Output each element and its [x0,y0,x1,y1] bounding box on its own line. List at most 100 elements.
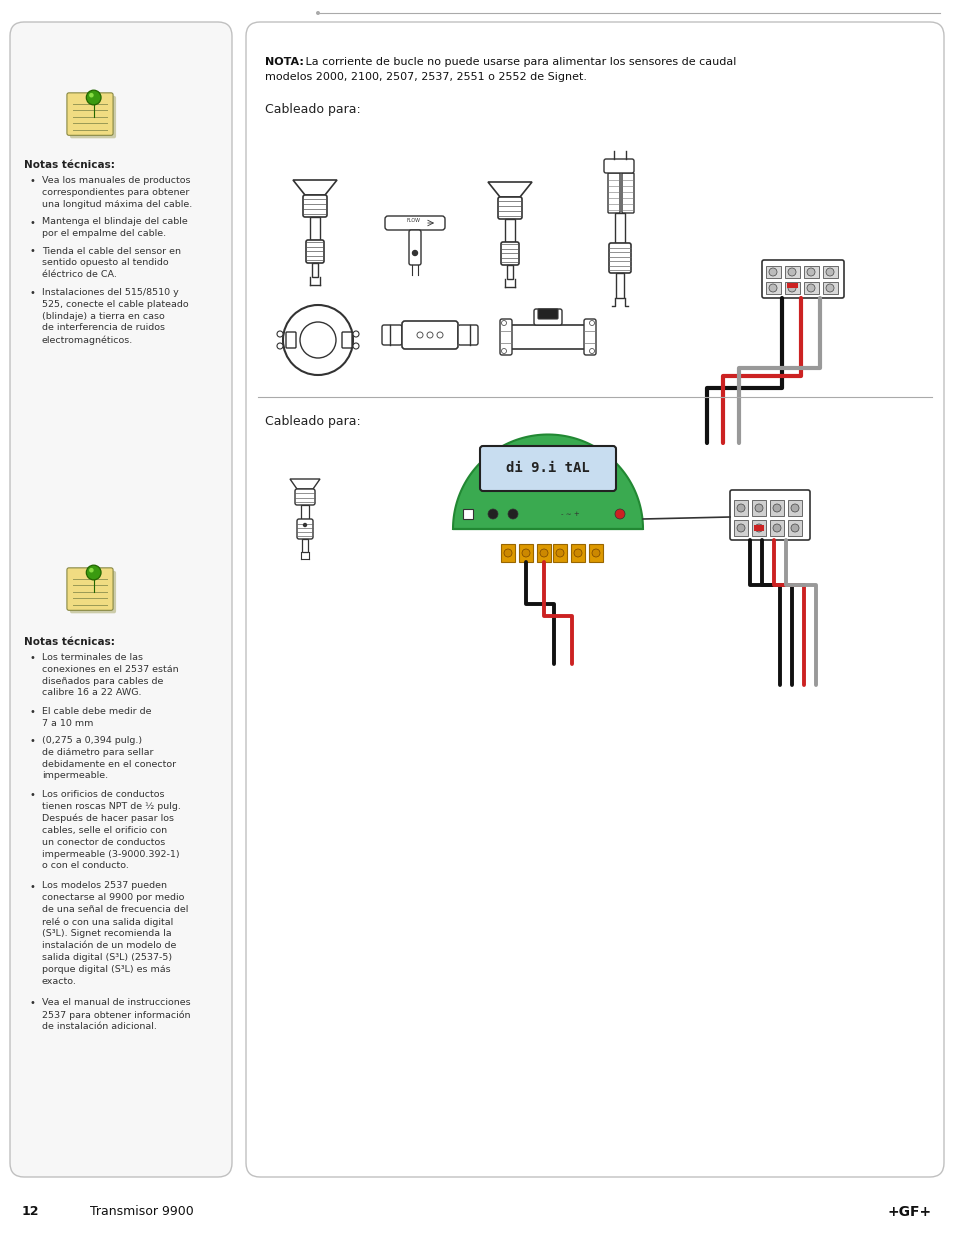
Bar [301,505,309,519]
FancyBboxPatch shape [729,490,809,540]
Bar [733,520,747,536]
Text: •: • [30,217,36,227]
FancyBboxPatch shape [306,240,324,263]
Bar [784,266,800,278]
Text: •: • [30,790,36,800]
Circle shape [276,343,283,350]
Bar [784,282,800,294]
Circle shape [790,504,799,513]
Text: Tienda el cable del sensor en
sentido opuesto al tendido
éléctrico de CA.: Tienda el cable del sensor en sentido op… [42,247,181,279]
FancyBboxPatch shape [409,230,420,266]
Circle shape [89,568,93,573]
Text: Notas técnicas:: Notas técnicas: [24,161,114,170]
Circle shape [436,332,442,338]
Text: Notas técnicas:: Notas técnicas: [24,637,114,647]
Bar [822,266,837,278]
FancyBboxPatch shape [70,96,116,138]
Circle shape [488,509,497,519]
Text: •: • [30,653,36,663]
Circle shape [787,284,795,291]
Circle shape [86,566,101,580]
Text: +GF+: +GF+ [887,1205,931,1219]
FancyBboxPatch shape [70,571,116,614]
Circle shape [574,550,581,557]
Circle shape [754,524,762,532]
Circle shape [825,284,833,291]
Bar [803,266,818,278]
Circle shape [806,268,814,275]
FancyBboxPatch shape [608,243,630,273]
Text: modelos 2000, 2100, 2507, 2537, 2551 o 2552 de Signet.: modelos 2000, 2100, 2507, 2537, 2551 o 2… [265,72,586,82]
Text: (0,275 a 0,394 pulg.)
de diámetro para sellar
debidamente en el conector
imperme: (0,275 a 0,394 pulg.) de diámetro para s… [42,736,176,781]
FancyBboxPatch shape [67,568,113,610]
Text: Los orificios de conductos
tienen roscas NPT de ½ pulg.
Después de hacer pasar l: Los orificios de conductos tienen roscas… [42,790,181,871]
Circle shape [315,11,319,15]
Text: Vea el manual de instrucciones
2537 para obtener información
de instalación adic: Vea el manual de instrucciones 2537 para… [42,998,191,1031]
Text: Vea los manuales de productos
correspondientes para obtener
una longitud máxima : Vea los manuales de productos correspond… [42,177,193,209]
FancyBboxPatch shape [10,22,232,1177]
Text: Los terminales de las
conexiones en el 2537 están
diseñados para cables de
calib: Los terminales de las conexiones en el 2… [42,653,178,698]
Text: •: • [30,288,36,298]
FancyBboxPatch shape [507,325,587,350]
Text: NOTA:: NOTA: [265,57,304,67]
Bar [765,282,781,294]
Text: •: • [30,706,36,718]
Bar [504,219,515,242]
Bar [787,500,801,516]
Text: FLOW: FLOW [407,217,420,222]
Circle shape [539,550,547,557]
Circle shape [737,504,744,513]
Text: El cable debe medir de
7 a 10 mm: El cable debe medir de 7 a 10 mm [42,706,152,727]
FancyBboxPatch shape [621,173,634,212]
FancyBboxPatch shape [534,309,561,325]
FancyBboxPatch shape [497,198,521,219]
Bar [751,520,765,536]
Circle shape [556,550,563,557]
FancyBboxPatch shape [499,319,512,354]
Text: •: • [30,247,36,257]
Text: di 9.i tAL: di 9.i tAL [506,462,589,475]
Text: 12: 12 [22,1205,39,1218]
Text: •: • [30,998,36,1008]
Circle shape [353,331,358,337]
Circle shape [501,321,506,326]
Circle shape [825,268,833,275]
FancyBboxPatch shape [296,519,313,538]
FancyBboxPatch shape [341,332,352,348]
Circle shape [89,93,93,98]
FancyBboxPatch shape [381,325,401,345]
Text: Mantenga el blindaje del cable
por el empalme del cable.: Mantenga el blindaje del cable por el em… [42,217,188,238]
Bar [312,263,317,277]
Circle shape [790,524,799,532]
FancyBboxPatch shape [385,216,444,230]
Circle shape [412,251,417,256]
Circle shape [589,348,594,353]
Bar [615,212,624,243]
FancyBboxPatch shape [457,325,477,345]
Circle shape [503,550,512,557]
Bar [302,538,308,552]
Bar [588,543,602,562]
Circle shape [507,509,517,519]
Polygon shape [453,435,642,529]
Bar [518,543,533,562]
FancyBboxPatch shape [479,446,616,492]
FancyBboxPatch shape [583,319,596,354]
Circle shape [768,284,776,291]
FancyBboxPatch shape [537,309,558,319]
Bar [733,500,747,516]
Bar [553,543,566,562]
Circle shape [589,321,594,326]
FancyBboxPatch shape [761,261,843,298]
Circle shape [787,268,795,275]
Bar [753,525,763,531]
Circle shape [299,322,335,358]
Bar [571,543,584,562]
Bar [803,282,818,294]
Circle shape [416,332,422,338]
Circle shape [772,504,781,513]
Circle shape [521,550,530,557]
Bar [787,520,801,536]
FancyBboxPatch shape [246,22,943,1177]
Text: Cableado para:: Cableado para: [265,103,360,116]
